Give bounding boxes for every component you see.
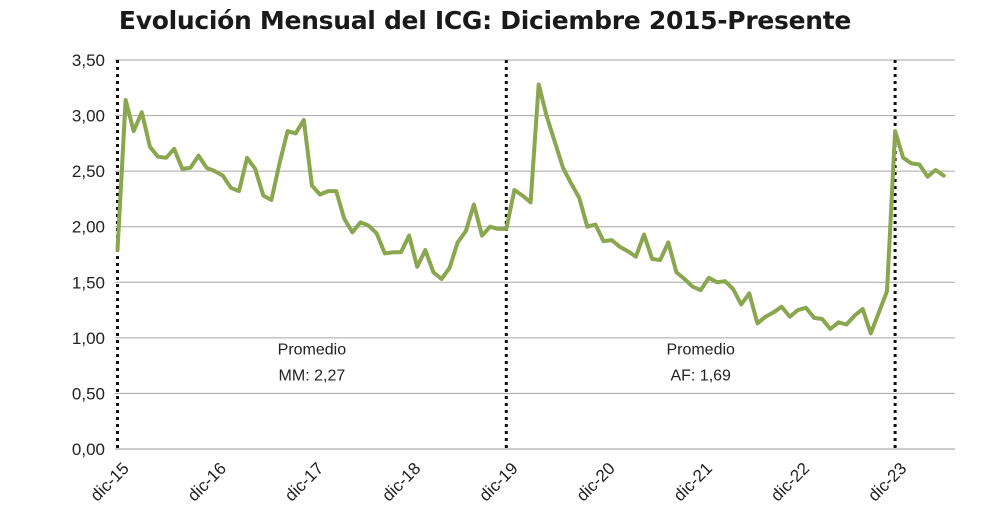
y-tick-label: 3,00	[72, 107, 105, 126]
series-group	[115, 82, 946, 336]
y-tick-label: 1,50	[72, 273, 105, 292]
y-tick-label: 0,00	[72, 440, 105, 459]
annotation-line2: AF: 1,69	[670, 368, 731, 385]
x-tick-label: dic-20	[573, 459, 619, 505]
x-tick-label: dic-22	[767, 459, 813, 505]
x-tick-label: dic-19	[475, 459, 521, 505]
y-tick-label: 3,50	[72, 51, 105, 70]
y-tick-label: 2,00	[72, 218, 105, 237]
x-tick: dic-19	[475, 459, 521, 505]
y-tick-label: 2,50	[72, 162, 105, 181]
x-tick: dic-18	[378, 459, 424, 505]
y-tick-label: 1,00	[72, 329, 105, 348]
x-tick-label: dic-21	[670, 459, 716, 505]
x-tick: dic-23	[864, 459, 910, 505]
x-tick: dic-17	[281, 459, 327, 505]
chart-title: Evolución Mensual del ICG: Diciembre 201…	[118, 6, 852, 35]
x-tick: dic-21	[670, 459, 716, 505]
x-tick: dic-15	[87, 459, 133, 505]
series-line	[115, 82, 946, 336]
y-tick-label: 0,50	[72, 384, 105, 403]
x-tick: dic-20	[573, 459, 619, 505]
x-tick-label: dic-15	[87, 459, 133, 505]
x-tick-label: dic-16	[184, 459, 230, 505]
annotation-line1: Promedio	[666, 342, 735, 359]
annotation-line2: MM: 2,27	[279, 368, 346, 385]
x-tick: dic-16	[184, 459, 230, 505]
annotation-line1: Promedio	[278, 342, 347, 359]
x-tick-label: dic-17	[281, 459, 327, 505]
grid-lines	[115, 59, 955, 450]
annotations: Promedio MM: 2,27 Promedio AF: 1,69	[278, 342, 735, 385]
x-tick-label: dic-23	[864, 459, 910, 505]
x-tick-label: dic-18	[378, 459, 424, 505]
x-axis-ticks: dic-15 dic-16 dic-17 dic-18 dic-19 dic-20 dic-…	[87, 459, 911, 505]
y-axis-ticks: 0,00 0,50 1,00 1,50 2,00 2,50 3,00 3,50	[72, 51, 105, 459]
period-dividers	[116, 60, 897, 449]
x-tick: dic-22	[767, 459, 813, 505]
